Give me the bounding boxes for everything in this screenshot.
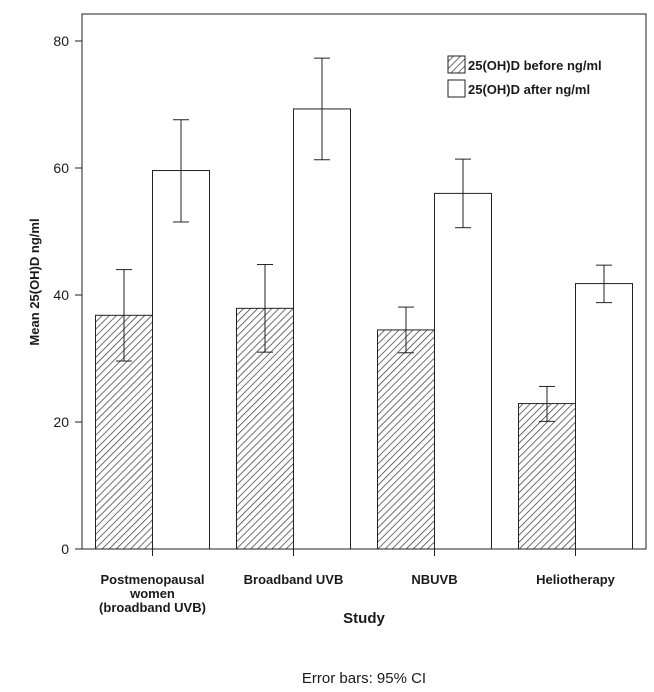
bar-after bbox=[434, 192, 492, 550]
legend-label-after: 25(OH)D after ng/ml bbox=[468, 82, 590, 97]
bar-after bbox=[152, 170, 210, 550]
legend: 25(OH)D before ng/ml 25(OH)D after ng/ml bbox=[447, 55, 602, 98]
y-tick-label: 0 bbox=[61, 541, 69, 557]
legend-swatch-before bbox=[447, 55, 466, 74]
x-tick-label-line: Heliotherapy bbox=[536, 572, 616, 587]
legend-swatch-after bbox=[447, 79, 466, 98]
y-tick-label: 60 bbox=[53, 160, 69, 176]
x-tick-label-line: Broadband UVB bbox=[244, 572, 344, 587]
bar-after bbox=[293, 108, 351, 550]
legend-label-before: 25(OH)D before ng/ml bbox=[468, 58, 602, 73]
x-tick-label-line: women bbox=[129, 586, 175, 601]
x-tick-label-line: NBUVB bbox=[411, 572, 457, 587]
x-axis-title: Study bbox=[343, 610, 385, 627]
footnote: Error bars: 95% CI bbox=[302, 670, 426, 687]
x-tick-label-line: Postmenopausal bbox=[100, 572, 204, 587]
y-tick-label: 80 bbox=[53, 33, 69, 49]
bar-before bbox=[518, 403, 576, 550]
y-axis: 0 20 40 60 80 bbox=[53, 33, 82, 557]
bar-after bbox=[575, 283, 633, 550]
y-tick-label: 20 bbox=[53, 414, 69, 430]
x-tick-label: Postmenopausal women (broadband UVB) bbox=[99, 572, 206, 615]
x-axis: Postmenopausal women (broadband UVB) Broadb… bbox=[99, 549, 616, 615]
x-tick-label: Broadband UVB bbox=[244, 572, 344, 587]
bar-before bbox=[377, 329, 435, 550]
bars-group bbox=[95, 108, 633, 550]
plot-frame bbox=[81, 13, 647, 550]
x-tick-label: NBUVB bbox=[411, 572, 457, 587]
y-tick-label: 40 bbox=[53, 287, 69, 303]
error-bars-group bbox=[116, 57, 612, 422]
y-axis-title: Mean 25(OH)D ng/ml bbox=[27, 218, 42, 345]
x-tick-label: Heliotherapy bbox=[536, 572, 616, 587]
x-tick-label-line: (broadband UVB) bbox=[99, 600, 206, 615]
